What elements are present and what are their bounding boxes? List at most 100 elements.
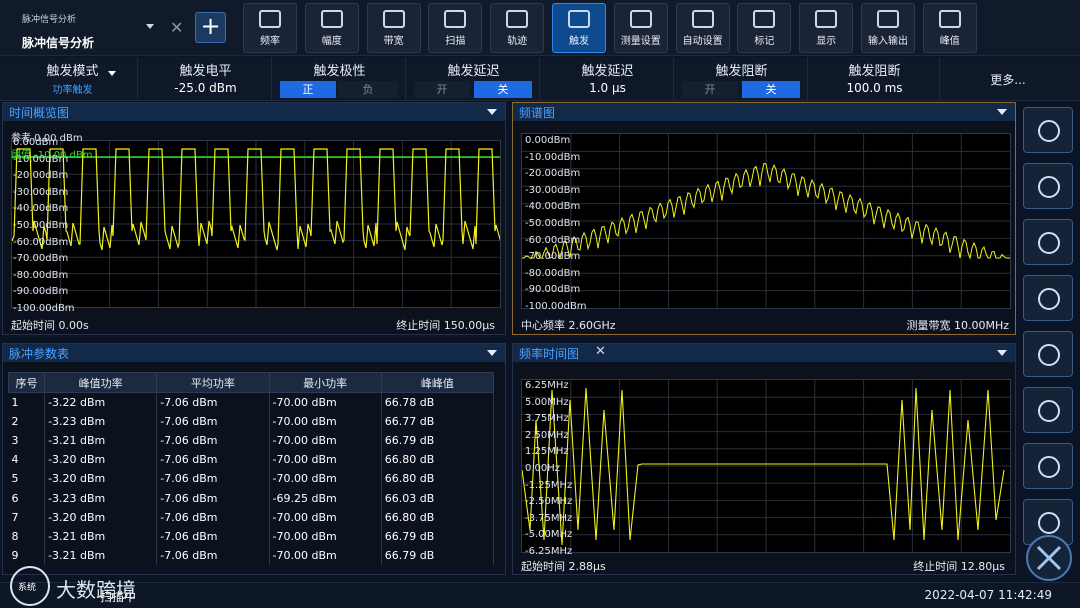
table-cell: 66.79 dB [381, 526, 495, 546]
table-cell: 8 [8, 526, 46, 546]
toolbar-button-frequency[interactable]: 频率 [243, 3, 297, 53]
time-y-tick-label: -90.00dBm [13, 286, 69, 298]
table-row[interactable]: 8 -3.21 dBm -7.06 dBm -70.00 dBm 66.79 dB [8, 526, 495, 546]
table-cell: 2 [8, 411, 46, 431]
table-cell: 7 [8, 507, 46, 527]
arrow-right-button[interactable] [1023, 163, 1073, 209]
mode-selector[interactable]: 脉冲信号分析 脉冲信号分析 ✕ [6, 4, 186, 52]
column-header[interactable]: 峰峰值 [380, 372, 495, 393]
holdoff-on-button[interactable]: 开 [682, 81, 738, 98]
close-icon[interactable]: ✕ [170, 18, 184, 37]
print-button[interactable] [1023, 443, 1073, 489]
time-y-tick-label: -100.00dBm [13, 303, 75, 314]
table-row[interactable]: 4 -3.20 dBm -7.06 dBm -70.00 dBm 66.80 dB [8, 450, 495, 470]
folder-icon [1038, 344, 1060, 366]
table-row[interactable]: 2 -3.23 dBm -7.06 dBm -70.00 dBm 66.77 dB [8, 411, 495, 431]
more-cell[interactable]: 更多... [942, 57, 1074, 101]
print-icon [1038, 456, 1060, 478]
column-header[interactable]: 平均功率 [156, 372, 270, 393]
save-button[interactable] [1023, 275, 1073, 321]
time-y-tick-label: -70.00dBm [13, 253, 69, 265]
delay-off-button[interactable]: 关 [474, 81, 532, 98]
table-row[interactable]: 1 -3.22 dBm -7.06 dBm -70.00 dBm 66.78 dB [8, 392, 495, 412]
toolbar-button-amplitude[interactable]: 幅度 [304, 3, 359, 53]
close-icon[interactable]: ✕ [595, 344, 606, 359]
column-header[interactable]: 序号 [7, 372, 46, 393]
toolbar-button-trace[interactable]: 轨迹 [490, 3, 545, 53]
chevron-down-icon[interactable] [997, 350, 1007, 356]
time-y-tick-label: -60.00dBm [13, 236, 69, 248]
more-button[interactable]: 更多... [990, 73, 1026, 87]
spectrum-panel: 频谱图 0.00dBm -10.00dBm -20.00dBm -30.00dBm -4… [512, 102, 1016, 335]
toolbar-button-marker[interactable]: 标记 [737, 3, 792, 53]
freq-time-plot[interactable] [521, 379, 1011, 553]
pulse-table-title: 脉冲参数表 [9, 347, 70, 361]
chevron-down-icon[interactable] [487, 350, 497, 356]
toolbar-button-label: 自动设置 [682, 36, 723, 47]
toolbar-button-bandwidth[interactable]: 带宽 [366, 3, 421, 53]
table-row[interactable]: 5 -3.20 dBm -7.06 dBm -70.00 dBm 66.80 dB [8, 469, 495, 489]
screenshot-button[interactable] [1023, 387, 1073, 433]
time-stop-label: 终止时间 150.00µs [396, 319, 495, 332]
top-toolbar: 脉冲信号分析 脉冲信号分析 ✕ + 频率 幅度 带宽 扫描 轨迹 触发 测量设置 自动设置 标记… [0, 0, 1080, 56]
trigger-delay-value-cell[interactable]: 触发延迟 1.0 µs [542, 57, 674, 101]
toolbar-button-sweep[interactable]: 扫描 [428, 3, 483, 53]
table-cell: -70.00 dBm [269, 546, 382, 566]
holdoff-off-button[interactable]: 关 [742, 81, 800, 98]
column-header[interactable]: 最小功率 [268, 372, 382, 393]
freq-time-panel: 频率时间图 ✕ 6.25MHz 5.00MHz 3.75MHz 2.50MHz 1.25… [512, 343, 1016, 575]
toolbar-button-label: 幅度 [321, 36, 342, 47]
expand-menu-icon[interactable] [1026, 535, 1072, 581]
column-header[interactable]: 峰值功率 [44, 372, 158, 393]
scpi-icon [1038, 512, 1060, 534]
spectrum-y-tick-label: 0.00dBm [525, 135, 571, 146]
freq-time-stop-label: 终止时间 12.80µs [913, 560, 1005, 573]
chevron-down-icon[interactable] [997, 109, 1007, 115]
toolbar-button-display[interactable]: 显示 [799, 3, 854, 53]
trigger-polarity-label: 触发极性 [313, 64, 366, 79]
toolbar-button-label: 标记 [754, 36, 775, 47]
toolbar-button-auto-setup[interactable]: 自动设置 [675, 3, 730, 53]
arrow-right-icon [1038, 176, 1060, 198]
home-button[interactable] [1023, 107, 1073, 153]
toolbar-button-label: 输入输出 [868, 36, 908, 47]
time-y-tick-label: 0.00dBm [13, 137, 59, 148]
toolbar-button-peak[interactable]: 峰值 [922, 3, 977, 53]
polarity-negative-button[interactable]: 负 [338, 81, 398, 98]
time-overview-panel: 时间概览图 0.00dBm -10.00dBm -20.00dBm -30.00dBm… [2, 102, 509, 335]
delay-on-button[interactable]: 开 [414, 81, 470, 98]
polarity-positive-button[interactable]: 正 [280, 81, 336, 98]
trigger-mode-cell[interactable]: 触发模式 功率触发 [8, 57, 138, 101]
status-datetime: 2022-04-07 11:42:49 [924, 588, 1052, 602]
toolbar-button-trigger[interactable]: 触发 [552, 3, 606, 53]
table-row[interactable]: 7 -3.20 dBm -7.06 dBm -70.00 dBm 66.80 dB [8, 507, 495, 527]
time-y-tick-label: -30.00dBm [13, 186, 69, 198]
spectrum-plot[interactable] [521, 133, 1011, 309]
table-cell: -70.00 dBm [269, 411, 382, 431]
toolbar-button-measure-setup[interactable]: 测量设置 [613, 3, 668, 53]
add-mode-button[interactable]: + [195, 12, 226, 43]
refresh-button[interactable] [1023, 219, 1073, 265]
toolbar-button-label: 显示 [816, 36, 837, 47]
freq-time-y-tick-label: 3.75MHz [525, 413, 569, 425]
toolbar-button-io[interactable]: 输入输出 [861, 3, 915, 53]
scan-status: 扫描中 [100, 590, 137, 604]
table-cell: 66.78 dB [381, 392, 495, 412]
right-tool-rail [1018, 101, 1078, 581]
spectrum-title: 频谱图 [519, 106, 556, 120]
table-cell: -3.23 dBm [44, 488, 158, 508]
trigger-holdoff-value-cell[interactable]: 触发阻断 100.0 ms [810, 57, 940, 101]
chevron-down-icon[interactable] [108, 71, 116, 76]
time-overview-plot[interactable] [11, 140, 509, 308]
trigger-level-cell[interactable]: 触发电平 -25.0 dBm [140, 57, 272, 101]
table-row[interactable]: 3 -3.21 dBm -7.06 dBm -70.00 dBm 66.79 dB [8, 430, 495, 451]
folder-button[interactable] [1023, 331, 1073, 377]
table-cell: -3.20 dBm [44, 450, 158, 470]
home-icon [1038, 120, 1060, 142]
chevron-down-icon[interactable] [487, 109, 497, 115]
chevron-down-icon[interactable] [146, 24, 154, 29]
table-row[interactable]: 6 -3.23 dBm -7.06 dBm -69.25 dBm 66.03 dB [8, 488, 495, 508]
table-row[interactable]: 9 -3.21 dBm -7.06 dBm -70.00 dBm 66.79 dB [8, 546, 495, 566]
table-cell: -7.06 dBm [156, 469, 270, 489]
